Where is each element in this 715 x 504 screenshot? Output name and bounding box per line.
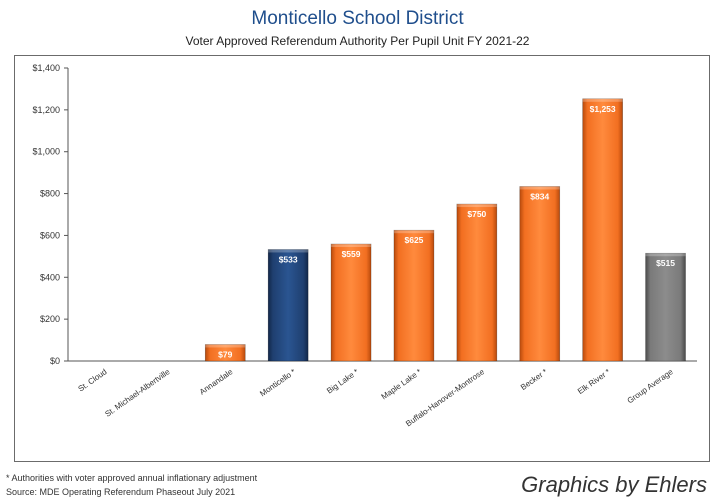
data-label: $834 — [530, 191, 549, 201]
x-tick-label: Maple Lake * — [380, 367, 423, 401]
y-tick-label: $0 — [50, 356, 60, 366]
chart-frame — [14, 55, 710, 462]
x-tick-label: St. Cloud — [76, 367, 108, 393]
chart-subtitle: Voter Approved Referendum Authority Per … — [185, 34, 530, 48]
y-tick-label: $1,000 — [32, 147, 60, 157]
x-tick-label: Monticello * — [258, 367, 297, 398]
bar — [456, 203, 498, 362]
bar-top-bevel — [268, 249, 309, 253]
data-label: $1,253 — [590, 104, 616, 114]
bar — [267, 249, 309, 362]
footnote: * Authorities with voter approved annual… — [6, 473, 258, 483]
x-tick-label: Big Lake * — [325, 367, 360, 395]
bar — [393, 229, 435, 362]
y-tick-label: $200 — [40, 314, 60, 324]
chart-title: Monticello School District — [251, 8, 464, 29]
data-label: $750 — [467, 209, 486, 219]
y-tick-label: $1,200 — [32, 105, 60, 115]
bar-top-bevel — [582, 98, 623, 102]
bar — [519, 186, 561, 362]
y-tick-label: $1,400 — [32, 63, 60, 73]
bar — [582, 98, 623, 362]
bar-top-bevel — [393, 230, 434, 234]
credit-text: Graphics by Ehlers — [521, 472, 707, 497]
y-tick-label: $600 — [40, 230, 60, 240]
data-label: $625 — [404, 235, 423, 245]
bar-top-bevel — [456, 204, 497, 208]
x-tick-label: St. Michael-Albertville — [103, 367, 172, 419]
data-label: $79 — [218, 349, 232, 359]
bar-top-bevel — [331, 244, 372, 248]
source-note: Source: MDE Operating Referendum Phaseou… — [6, 487, 236, 497]
data-label: $515 — [656, 258, 675, 268]
x-tick-label: Elk River * — [576, 367, 612, 396]
x-tick-label: Annandale — [198, 367, 235, 397]
x-tick-label: Becker * — [519, 367, 549, 392]
x-tick-label: Group Average — [626, 367, 676, 405]
data-label: $533 — [279, 254, 298, 264]
bar — [645, 252, 686, 362]
bar — [330, 243, 372, 362]
data-label: $559 — [342, 249, 361, 259]
bar-top-bevel — [205, 344, 246, 348]
y-tick-label: $800 — [40, 189, 60, 199]
bar-top-bevel — [519, 186, 560, 190]
y-tick-label: $400 — [40, 272, 60, 282]
bar — [204, 344, 246, 362]
bar-top-bevel — [645, 253, 686, 257]
